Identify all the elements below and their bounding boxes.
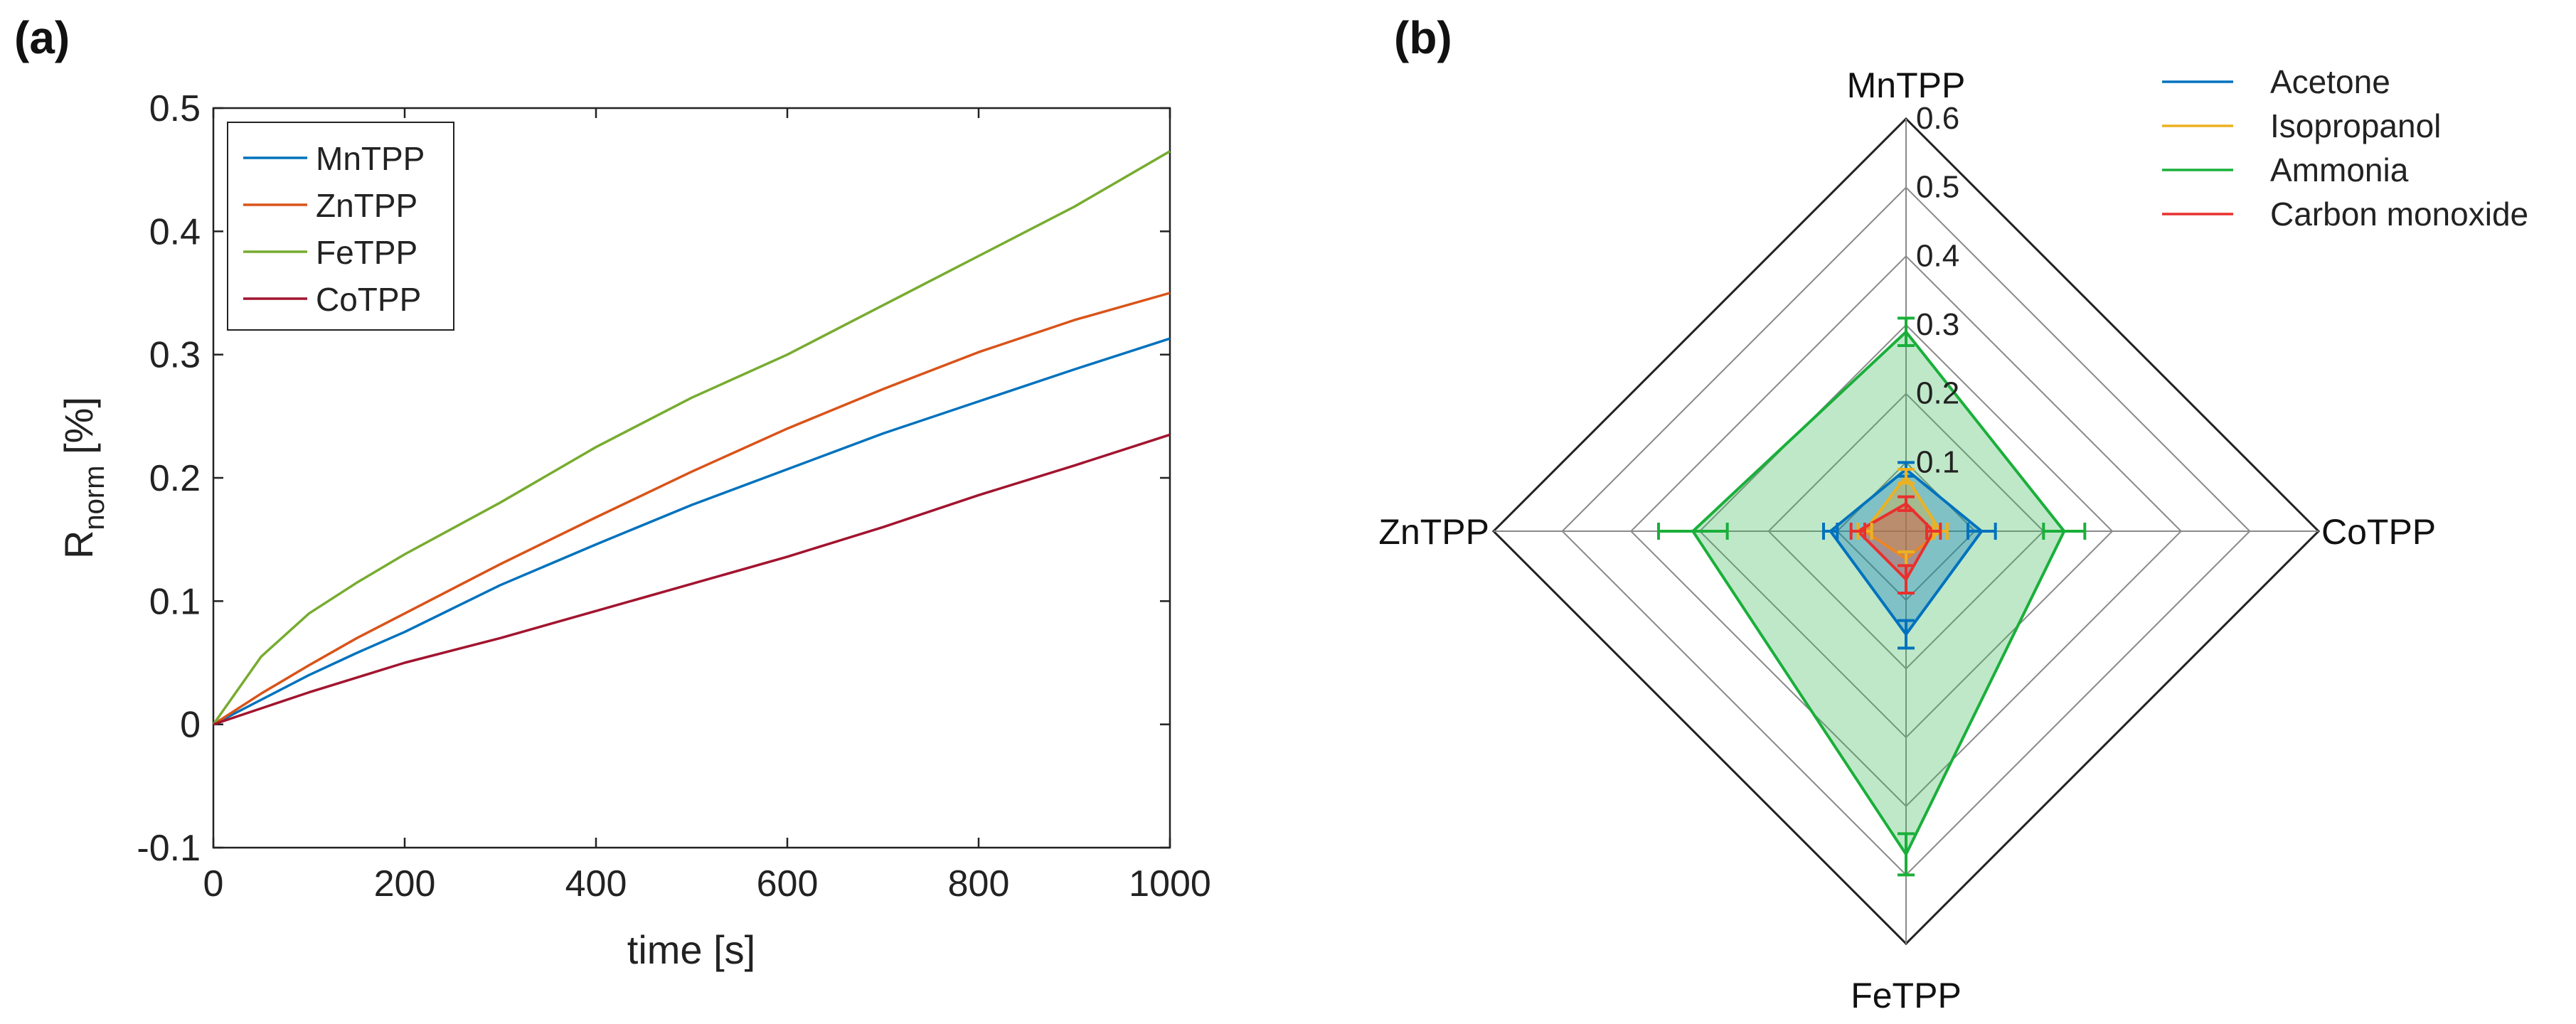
- y-tick-label: 0: [180, 705, 201, 746]
- y-tick-label: 0.2: [149, 458, 201, 499]
- panel-a-label: (a): [14, 12, 70, 63]
- legend-label-ammonia: Ammonia: [2270, 151, 2409, 188]
- radar-tick-label: 0.6: [1916, 101, 1959, 136]
- radar-chart: 0.10.20.30.40.50.6 MnTPPCoTPPFeTPPZnTPP …: [1378, 63, 2528, 1015]
- radar-tick-labels: 0.1 0.2 0.3 0.4 0.5 0.6: [1916, 101, 1959, 479]
- line-chart: 0 200 400 600 800 1000-0.100.10.20.30.40.5 ti…: [56, 88, 1211, 972]
- radar-axis-label-fetpp: FeTPP: [1851, 976, 1962, 1015]
- x-tick-label: 200: [374, 863, 436, 905]
- y-axis-title-main: R: [56, 530, 101, 559]
- y-tick-label: 0.5: [149, 88, 201, 129]
- series-line-fetpp: [212, 150, 1171, 725]
- radar-tick-label: 0.3: [1916, 307, 1959, 342]
- panel-b-label: (b): [1394, 12, 1452, 63]
- y-tick-label: 0.4: [149, 211, 201, 252]
- legend-label-acetone: Acetone: [2270, 63, 2390, 100]
- radar-error-bars: [1657, 316, 2087, 877]
- radar-axis-label-zntpp: ZnTPP: [1378, 512, 1489, 552]
- legend: MnTPP ZnTPP FeTPP CoTPP: [243, 140, 425, 318]
- x-tick-label: 400: [565, 863, 627, 905]
- x-tick-label: 0: [203, 863, 224, 905]
- series-line-zntpp: [213, 292, 1171, 726]
- legend-label-fetpp: FeTPP: [316, 234, 417, 271]
- x-axis-title: time [s]: [627, 927, 755, 972]
- radar-axis-labels: MnTPP CoTPP FeTPP ZnTPP: [1378, 65, 2436, 1015]
- radar-tick-label: 0.1: [1916, 444, 1959, 479]
- radar-axis-label-mntpp: MnTPP: [1847, 65, 1966, 105]
- radar-tick-label: 0.5: [1916, 170, 1959, 205]
- axis-ticks: 0 200 400 600 800 1000-0.100.10.20.30.40.5: [137, 88, 1210, 905]
- legend-label-carbon-monoxide: Carbon monoxide: [2270, 196, 2528, 233]
- x-tick-label: 800: [948, 863, 1010, 905]
- legend-label-isopropanol: Isopropanol: [2270, 107, 2441, 144]
- legend-label-zntpp: ZnTPP: [316, 187, 417, 224]
- legend: Acetone Isopropanol Ammonia Carbon monoxide: [2162, 63, 2528, 233]
- y-axis-title: Rnorm [%]: [56, 397, 110, 559]
- series-lines: [212, 150, 1171, 726]
- legend-label-cotpp: CoTPP: [316, 281, 421, 318]
- y-axis-title-sub: norm: [79, 465, 110, 530]
- y-tick-label: 0.1: [149, 581, 201, 622]
- series-line-mntpp: [213, 337, 1171, 726]
- y-tick-label: 0.3: [149, 335, 201, 376]
- y-tick-label: -0.1: [137, 828, 201, 869]
- radar-series: [1691, 330, 2066, 856]
- x-tick-label: 600: [757, 863, 819, 905]
- series-line-cotpp: [213, 433, 1171, 726]
- y-axis-title-unit: [%]: [56, 397, 101, 465]
- legend-label-mntpp: MnTPP: [316, 140, 425, 177]
- radar-tick-label: 0.4: [1916, 238, 1959, 273]
- radar-axis-label-cotpp: CoTPP: [2321, 512, 2436, 552]
- radar-tick-label: 0.2: [1916, 376, 1959, 411]
- x-tick-label: 1000: [1129, 863, 1211, 905]
